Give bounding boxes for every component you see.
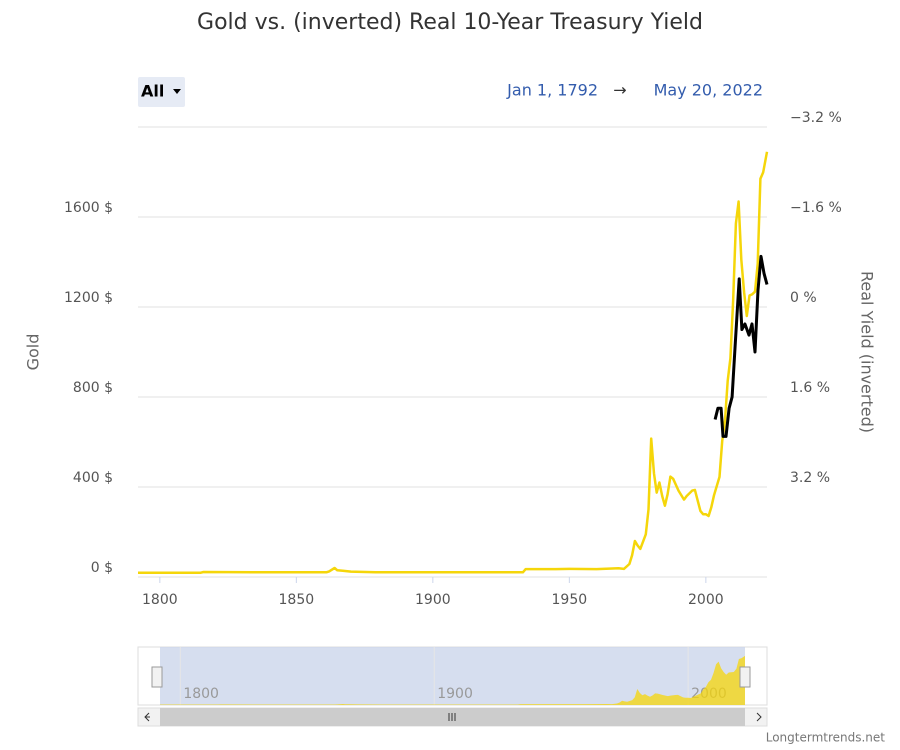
range-button-label[interactable]: All [141,82,164,101]
line-series [138,151,769,574]
date-end[interactable]: May 20, 2022 [654,81,763,100]
navigator-handle-right[interactable] [739,666,751,688]
y-tick-label: 400 $ [73,470,113,486]
y-tick-label: 0 $ [91,560,113,576]
scroll-left[interactable] [144,712,150,722]
x-tick-label: 1950 [552,592,588,608]
y2-tick-label: 0 % [790,290,817,306]
navigator-handle-left[interactable] [151,666,163,688]
y-tick-label: 1200 $ [64,290,113,306]
scrollbar-grip [448,713,456,721]
line-series [713,254,769,438]
navigator-area [160,655,745,705]
date-arrow: → [613,81,626,100]
y2-tick-label: −1.6 % [790,200,842,216]
y2-axis-title: Real Yield (inverted) [858,271,877,433]
range-button[interactable] [138,77,185,107]
x-tick-label: 1800 [142,592,178,608]
navigator-mask [160,647,745,705]
x-tick-label: 2000 [688,592,724,608]
credit[interactable]: Longtermtrends.net [766,731,886,745]
y-tick-label: 1600 $ [64,200,113,216]
navigator-tick-label: 1800 [183,686,219,702]
y-axis-title: Gold [24,334,43,371]
y2-tick-label: −3.2 % [790,110,842,126]
y2-tick-label: 3.2 % [790,470,830,486]
navigator: 180019002000 [160,647,745,705]
date-start[interactable]: Jan 1, 1792 [506,81,598,100]
y-tick-label: 800 $ [73,380,113,396]
y2-tick-label: 1.6 % [790,380,830,396]
chart-title: Gold vs. (inverted) Real 10-Year Treasur… [197,10,703,35]
dropdown-caret [173,89,181,94]
scroll-right[interactable] [756,712,762,722]
navigator-tick-label: 1900 [437,686,473,702]
x-tick-label: 1900 [415,592,451,608]
x-tick-label: 1850 [279,592,315,608]
